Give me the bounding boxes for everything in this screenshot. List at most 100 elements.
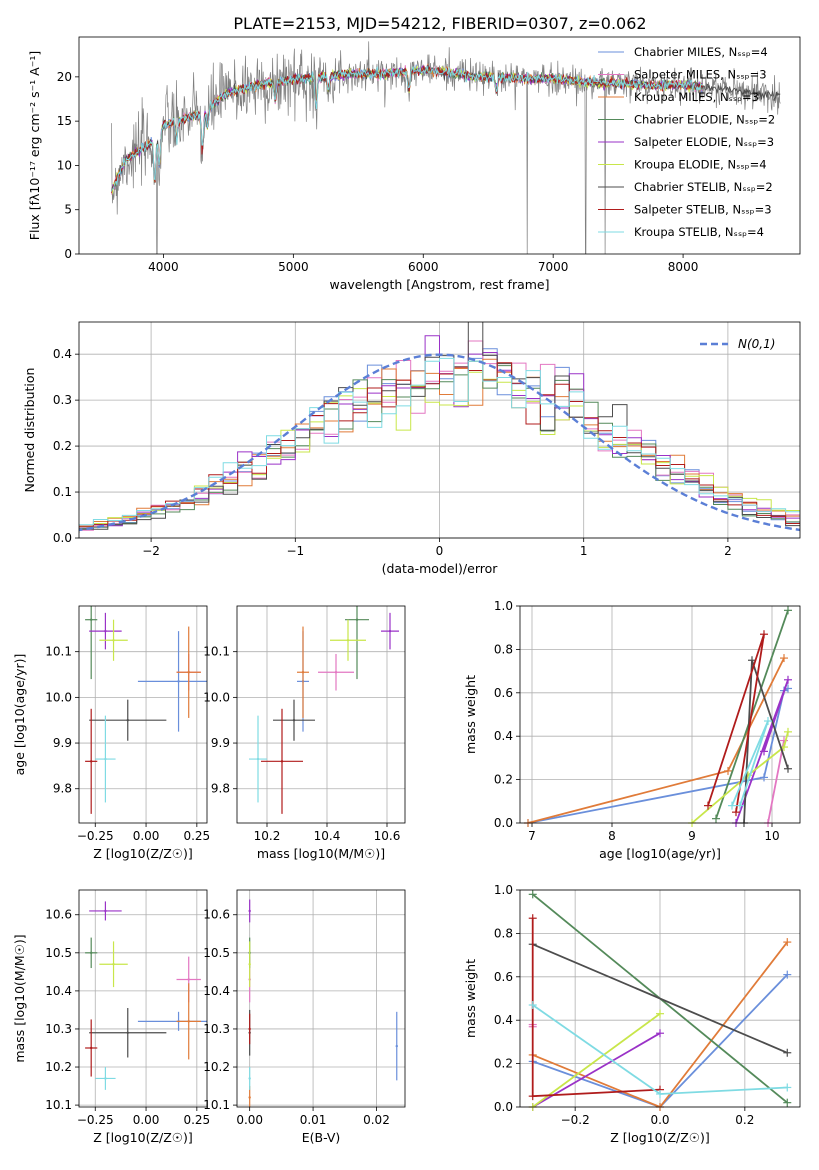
y-tick-label: 0.0 — [494, 1100, 513, 1114]
data-point — [89, 1046, 93, 1050]
y-tick-label: 0.2 — [53, 439, 72, 453]
data-point — [89, 951, 93, 955]
model-spectrum-line — [111, 65, 703, 192]
y-tick-label: 1.0 — [494, 883, 513, 897]
x-tick-label: 10 — [764, 829, 779, 843]
residual-panel: −2 −1 0 1 2 0.0 0.1 0.2 0.3 0.4 (data-model)/error… — [22, 321, 801, 576]
y-tick-label: 0.0 — [53, 531, 72, 545]
y-tick-label: 0 — [64, 247, 72, 261]
x-tick-label: −0.25 — [77, 1113, 114, 1127]
data-point — [177, 680, 180, 683]
y-axis-label: age [log10(age/yr)] — [12, 654, 27, 776]
y-tick-label: 0.6 — [494, 686, 513, 700]
y-tick-label: 0.3 — [53, 393, 72, 407]
mass-vs-ebv-panel: 0.00 0.01 0.02 10.1 10.2 10.3 10.4 10.5 10.6 E(B-… — [203, 889, 406, 1145]
data-point — [89, 760, 93, 763]
y-tick-label: 0.8 — [494, 642, 513, 656]
x-tick-label: 10.2 — [254, 829, 281, 843]
data-point — [248, 1027, 251, 1031]
x-tick-label: 10.4 — [314, 829, 341, 843]
legend-entry: Salpeter STELIB, Nₛₛₚ=3 — [634, 203, 772, 217]
y-tick-label: 10.2 — [203, 1060, 230, 1074]
axes-frame — [78, 36, 801, 255]
y-tick-label: 10.4 — [45, 984, 72, 998]
y-tick-label: 10.4 — [203, 984, 230, 998]
normal-reference-curve — [79, 353, 800, 532]
x-tick-label: 8000 — [668, 260, 699, 274]
y-tick-label: 0.1 — [53, 485, 72, 499]
x-tick-label: 0.00 — [236, 1113, 263, 1127]
data-point — [89, 618, 93, 621]
data-point — [104, 1077, 107, 1080]
y-tick-label: 10.1 — [45, 645, 72, 659]
x-tick-label: −2 — [142, 544, 160, 558]
y-tick-label: 0.2 — [494, 773, 513, 787]
y-tick-label: 10.1 — [203, 1098, 230, 1112]
data-point — [187, 978, 190, 981]
data-point — [395, 1044, 398, 1048]
axes-frame — [78, 889, 208, 1108]
legend-entry: Chabrier ELODIE, Nₛₛₚ=2 — [634, 113, 775, 127]
residual-histogram — [79, 357, 800, 527]
y-tick-label: 0.8 — [494, 926, 513, 940]
legend-entry: N(0,1) — [738, 337, 775, 351]
weight-line — [767, 740, 785, 823]
x-tick-label: 10.6 — [374, 829, 401, 843]
axes-frame — [519, 605, 801, 824]
data-point — [112, 963, 115, 966]
spectrum-panel: 4000 5000 6000 7000 8000 0 5 10 15 20 wavelength [… — [27, 36, 801, 292]
data-point — [126, 1031, 129, 1034]
x-tick-label: 0.02 — [363, 1113, 390, 1127]
x-tick-label: 2 — [724, 544, 732, 558]
y-tick-label: 10.5 — [45, 946, 72, 960]
y-tick-label: 10.6 — [203, 908, 230, 922]
data-point — [126, 719, 129, 722]
y-tick-label: 10.0 — [203, 690, 230, 704]
y-tick-label: 1.0 — [494, 599, 513, 613]
x-tick-label: 9 — [688, 829, 696, 843]
weight-line — [527, 687, 789, 823]
legend-entry: Chabrier MILES, Nₛₛₚ=4 — [634, 45, 768, 59]
x-axis-label: wavelength [Angstrom, rest frame] — [329, 277, 549, 292]
x-tick-label: 0 — [436, 544, 444, 558]
data-point — [104, 909, 107, 913]
x-tick-label: −0.2 — [561, 1113, 590, 1127]
weight-line — [532, 1012, 661, 1107]
y-axis-label: Flux [fλ10⁻¹⁷ erg cm⁻² s⁻¹ A⁻¹] — [27, 51, 42, 240]
weight-line — [691, 731, 789, 823]
y-tick-label: 5 — [64, 203, 72, 217]
y-tick-label: 10.1 — [203, 645, 230, 659]
legend-entry: Salpeter MILES, Nₛₛₚ=3 — [634, 68, 767, 82]
weight-line — [532, 943, 788, 1054]
weight-vs-age-panel: 7 8 9 10 0.0 0.2 0.4 0.6 0.8 1.0 age [log10(age/yr… — [463, 599, 801, 861]
figure-title: PLATE=2153, MJD=54212, FIBERID=0307, z=0… — [233, 14, 646, 33]
x-tick-label: 8 — [608, 829, 616, 843]
x-tick-label: 7000 — [538, 260, 569, 274]
x-axis-label: mass [log10(M/M☉)] — [257, 846, 385, 861]
data-point — [187, 1020, 190, 1023]
x-tick-label: 1 — [580, 544, 588, 558]
data-point — [301, 671, 305, 674]
data-point — [280, 760, 284, 763]
weight-line — [532, 941, 789, 1107]
y-tick-label: 10.3 — [45, 1022, 72, 1036]
x-tick-label: 6000 — [408, 260, 439, 274]
axes-frame — [236, 605, 406, 824]
y-tick-label: 10.3 — [203, 1022, 230, 1036]
y-tick-label: 20 — [57, 70, 72, 84]
legend-entry: Kroupa ELODIE, Nₛₛₚ=4 — [634, 158, 767, 172]
x-axis-label: E(B-V) — [302, 1130, 341, 1145]
legend-entry: Kroupa STELIB, Nₛₛₚ=4 — [634, 225, 764, 239]
y-tick-label: 0.4 — [53, 347, 72, 361]
data-point — [104, 757, 107, 761]
x-tick-label: 7 — [528, 829, 536, 843]
x-tick-label: 0.00 — [133, 829, 160, 843]
data-point — [112, 639, 115, 642]
y-tick-label: 10.1 — [45, 1098, 72, 1112]
x-tick-label: −1 — [286, 544, 304, 558]
data-point — [355, 618, 359, 621]
data-point — [104, 629, 107, 633]
x-tick-label: 5000 — [278, 260, 309, 274]
y-tick-label: 10.2 — [45, 1060, 72, 1074]
